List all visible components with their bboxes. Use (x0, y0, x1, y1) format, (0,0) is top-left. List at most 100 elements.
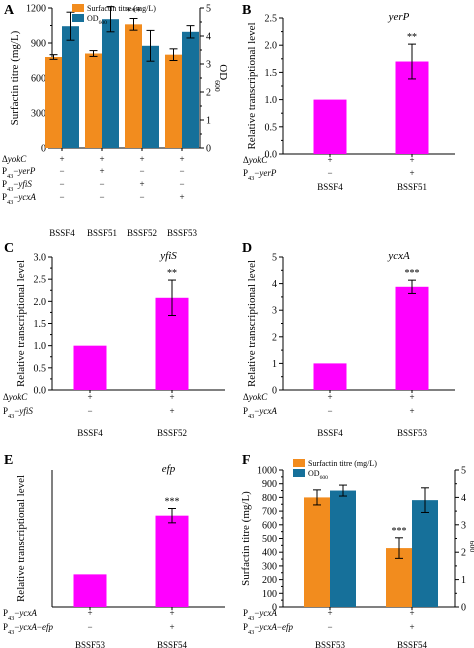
genotype-mark: + (409, 406, 414, 416)
panel-letter: A (4, 3, 15, 18)
y-tick-label: 1.0 (265, 95, 278, 106)
panel-letter: E (4, 453, 13, 468)
panel-b: B 0.0 0.5 1.0 1.5 2.0 2.5 Relative transcriptio… (242, 3, 455, 192)
x-category-label: BSSF4 (49, 228, 75, 238)
genotype-mark: − (59, 192, 64, 202)
significance-label: *** (392, 526, 407, 537)
x-category-label: BSSF53 (315, 640, 346, 648)
bar (125, 24, 142, 148)
y-tick-label: 0 (41, 144, 46, 155)
y-tick-label: 600 (31, 74, 46, 85)
y-tick-label: 0.0 (265, 150, 278, 161)
y-tick-label: 1200 (26, 4, 46, 15)
x-category-label: BSSF52 (127, 228, 157, 238)
y-tick-label: 700 (262, 507, 277, 518)
y-tick-label: 0.0 (34, 386, 47, 397)
y-tick-label: 900 (262, 479, 277, 490)
panel-a: A 0 300 600 900 1200 0 1 2 3 4 5 Surfactin titre (mg… (2, 3, 229, 238)
y-tick-label: 4 (272, 279, 277, 290)
y-tick-label: 300 (31, 109, 46, 120)
y-axis-label: Surfactin titre (mg/L) (9, 30, 21, 125)
bar (142, 45, 159, 148)
panel-letter: F (242, 453, 251, 468)
legend-label: Surfactin titre (mg/L) (308, 459, 377, 468)
y-tick-label: 100 (262, 589, 277, 600)
genotype-mark: − (179, 179, 184, 189)
genotype-row-label: P43−ycxA (243, 406, 277, 420)
panel-letter: C (4, 241, 14, 256)
genotype-mark: + (139, 179, 144, 189)
chart-title: efp (162, 463, 176, 475)
y-right-tick-label: 1 (206, 116, 211, 127)
bar (165, 54, 182, 148)
genotype-row-label: ΔyokC (243, 155, 268, 165)
legend-swatch (72, 4, 84, 12)
significance-label: ** (167, 268, 177, 279)
y-right-tick-label: 3 (206, 60, 211, 71)
y-tick-label: 900 (31, 39, 46, 50)
genotype-mark: + (87, 392, 92, 402)
y-tick-label: 200 (262, 575, 277, 586)
y-tick-label: 2 (272, 332, 277, 343)
y-tick-label: 500 (262, 534, 277, 545)
x-category-label: BSSF51 (397, 182, 427, 192)
bar (102, 19, 119, 149)
genotype-row-label: ΔyokC (3, 392, 28, 402)
y-right-tick-label: 3 (461, 520, 466, 531)
y-right-tick-label: 0 (461, 603, 466, 614)
genotype-mark: + (409, 608, 414, 618)
genotype-row-label: P43−ycxA (3, 608, 37, 622)
significance-label: *** (405, 268, 420, 279)
y-tick-label: 1.5 (265, 68, 278, 79)
bar (73, 574, 107, 607)
x-category-label: BSSF53 (397, 428, 428, 438)
genotype-mark: + (409, 155, 414, 165)
genotype-row-label: P43−ycxA (243, 608, 277, 622)
genotype-mark: + (87, 608, 92, 618)
genotype-mark: + (169, 622, 174, 632)
genotype-mark: + (327, 608, 332, 618)
significance-label: *** (126, 7, 141, 18)
y-tick-label: 1.0 (34, 341, 47, 352)
y-tick-label: 800 (262, 493, 277, 504)
legend-label: OD600 (87, 14, 107, 26)
bar (62, 26, 79, 149)
bar (182, 31, 199, 148)
y-right-tick-label: 0 (206, 144, 211, 155)
bar (313, 363, 347, 390)
legend-label: OD600 (308, 469, 328, 481)
panel-d: D 0 1 2 3 4 5 Relative transcriptional level ycx… (242, 241, 455, 438)
legend-swatch (72, 14, 84, 22)
y-axis-label: Relative transcriptional level (15, 475, 27, 602)
genotype-mark: − (179, 166, 184, 176)
bar (155, 515, 189, 607)
y-axis-label: Relative transcriptional level (15, 260, 27, 387)
x-category-label: BSSF4 (77, 428, 103, 438)
bar (45, 57, 62, 148)
legend-label: Surfactin titre (mg/L) (87, 4, 156, 13)
y-tick-label: 5 (272, 253, 277, 264)
y-tick-label: 2.0 (265, 41, 278, 52)
bar (412, 500, 438, 607)
y-tick-label: 1 (272, 359, 277, 370)
genotype-mark: + (59, 154, 64, 164)
genotype-mark: − (139, 166, 144, 176)
panel-letter: D (242, 241, 252, 256)
y-right-tick-label: 4 (461, 493, 466, 504)
chart-title: ycxA (387, 250, 410, 262)
x-category-label: BSSF54 (397, 640, 428, 648)
genotype-mark: − (327, 168, 332, 178)
genotype-mark: − (139, 192, 144, 202)
bar (330, 490, 356, 607)
y-axis-label: Surfactin titre (mg/L) (240, 491, 252, 586)
genotype-row-label: ΔyokC (2, 154, 27, 164)
x-category-label: BSSF4 (317, 182, 343, 192)
bar (313, 99, 347, 154)
panel-c: C 0.0 0.5 1.0 1.5 2.0 2.5 3.0 Relative transcrip… (3, 241, 225, 438)
chart-title: yfiS (159, 250, 177, 262)
y-tick-label: 3.0 (34, 253, 47, 264)
genotype-mark: − (99, 179, 104, 189)
y-axis-label: Relative transcriptional level (246, 22, 258, 149)
y-tick-label: 400 (262, 548, 277, 559)
